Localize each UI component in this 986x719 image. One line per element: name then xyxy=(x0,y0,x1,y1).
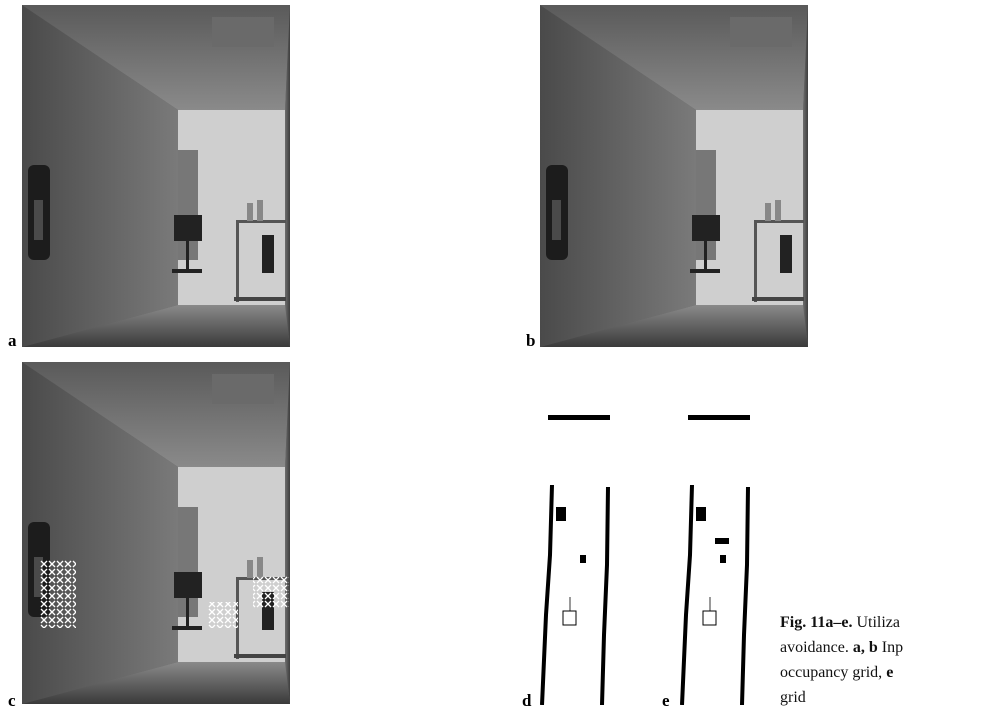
obstacle-cell xyxy=(715,538,729,544)
page: a b c d e Fig. 11a–e. Utilizaavoidance. … xyxy=(0,0,986,719)
caption-text: avoidance. xyxy=(780,639,853,656)
caption-text: occupancy grid, xyxy=(780,664,886,681)
caption-line: occupancy grid, e xyxy=(780,660,903,685)
panel-label: e xyxy=(662,691,670,710)
caption-text: Fig. 11a–e. xyxy=(780,614,852,631)
feature-marks xyxy=(40,560,76,628)
caption-text: a, b xyxy=(853,639,878,656)
occupancy-grid-d xyxy=(542,413,610,705)
panel-label: d xyxy=(522,691,532,710)
caption-line: avoidance. a, b Inp xyxy=(780,635,903,660)
caption-text: e xyxy=(886,664,893,681)
photo-features xyxy=(22,362,290,704)
caption-text: Inp xyxy=(878,639,903,656)
panel-label: c xyxy=(8,691,16,710)
panel-label: b xyxy=(526,331,535,350)
feature-marks xyxy=(253,576,289,608)
caption-text: grid xyxy=(780,689,806,706)
panel-label: a xyxy=(8,331,17,350)
caption-line: Fig. 11a–e. Utiliza xyxy=(780,610,903,635)
photo-input-b xyxy=(540,5,808,347)
occupancy-grid-e xyxy=(682,413,750,705)
feature-marks xyxy=(208,602,238,628)
photo-input-a xyxy=(22,5,290,347)
caption-text: Utiliza xyxy=(852,614,900,631)
caption-line: grid xyxy=(780,685,903,710)
